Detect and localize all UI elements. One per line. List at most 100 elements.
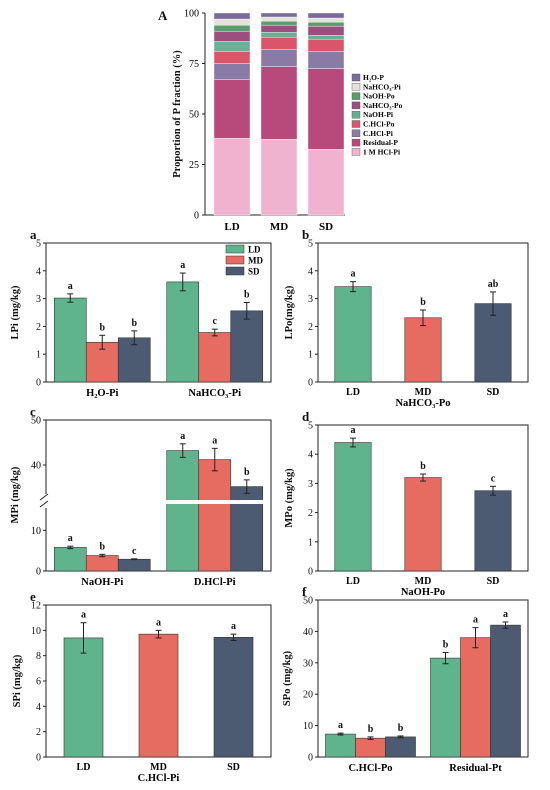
- panel-A-legend-swatch: [351, 83, 361, 91]
- panel-e-ytick-label: 6: [36, 677, 41, 688]
- panel-a-legend-swatch: [225, 255, 245, 265]
- panel-A-stack-segment: [307, 35, 345, 40]
- panel-c-significance-letter: c: [132, 546, 137, 557]
- panel-d-ytick-label: 5: [308, 421, 313, 432]
- panel-A-stack-segment: [260, 24, 298, 33]
- panel-e-significance-letter: a: [156, 617, 161, 628]
- panel-d: 0 1 2 3 4 5 MPo (mg/kg) d a LD b MD c SD NaOH-Po: [284, 409, 529, 598]
- panel-A-stack-segment: [260, 12, 298, 18]
- panel-A-legend-label: NaHCO₃-Po: [363, 101, 403, 110]
- panel-b-ytick-label: 1: [308, 350, 313, 361]
- panel-f-ytick-label: 50: [303, 596, 313, 607]
- panel-A-stack-segment: [213, 41, 251, 52]
- panel-a-significance-letter: b: [99, 322, 105, 333]
- panel-c-axis-break-band: [47, 500, 270, 504]
- panel-e-x-tick-label: MD: [150, 762, 167, 773]
- panel-d-x-axis-label: NaOH-Po: [401, 587, 445, 598]
- panel-f-ytick-label: 10: [303, 721, 313, 732]
- panel-A-legend-label: C.HCl-Po: [363, 120, 395, 129]
- panel-A-stack-segment: [260, 20, 298, 26]
- panel-A-stack-segment: [213, 24, 251, 32]
- panel-f-bar: [490, 624, 521, 758]
- panel-d-x-tick-label: MD: [415, 576, 432, 587]
- panel-a-bar: [198, 332, 232, 383]
- panel-e-x-axis-label: C.HCl-Pi: [138, 773, 180, 784]
- panel-A-stack-segment: [307, 149, 345, 216]
- panel-f-significance-letter: b: [443, 639, 449, 650]
- panel-c-significance-letter: a: [68, 533, 73, 544]
- panel-d-ytick-label: 4: [308, 450, 313, 461]
- panel-A-legend-swatch: [351, 120, 361, 128]
- panel-b-ytick-label: 5: [308, 239, 313, 250]
- panel-c-ytick-label: 40: [31, 461, 41, 472]
- panel-c-y-axis-label: MPi (mg/kg): [10, 466, 21, 523]
- panel-a-bar: [85, 341, 119, 383]
- panel-A-legend-label: NaOH-Pi: [363, 110, 393, 119]
- panel-A-legend-swatch: [351, 101, 361, 110]
- panel-d-y-axis-label: MPo (mg/kg): [284, 468, 295, 528]
- panel-e-bar: [138, 633, 179, 758]
- panel-A-y-axis-label: Proportion of P fraction (%): [172, 50, 183, 178]
- panel-c-bar: [230, 486, 264, 572]
- panel-f-ytick-label: 40: [303, 627, 313, 638]
- panel-f-bar: [430, 657, 461, 758]
- panel-A-stack-segment: [213, 12, 251, 20]
- panel-b-x-axis-label: NaHCO₃-Po: [395, 398, 450, 409]
- panel-c-axis-break-gap: [38, 494, 48, 508]
- panel-a-ytick-label: 4: [36, 266, 41, 277]
- panel-A-stack-segment: [260, 31, 298, 38]
- panel-e-panel-label: e: [30, 589, 36, 604]
- panel-b-y-axis-label: LPo(mg/kg): [284, 285, 295, 339]
- panel-A-x-tick-label: LD: [224, 221, 239, 233]
- panel-A-legend-label: C.HCl-Pi: [363, 129, 393, 138]
- panel-A-legend-swatch: [351, 148, 361, 156]
- panel-b-x-tick-label: LD: [346, 387, 360, 398]
- panel-b-ytick-label: 0: [308, 378, 313, 389]
- panel-A-stack-segment: [260, 37, 298, 50]
- panel-d-bar: [474, 490, 512, 572]
- panel-e-significance-letter: a: [81, 610, 86, 621]
- panel-A: 0 25 50 75 100 Proportion of P fraction (%) A L…: [158, 8, 403, 233]
- panel-c-ytick-label: 50: [31, 416, 41, 427]
- panel-A-legend-label: NaOH-Po: [363, 92, 395, 101]
- panel-a-legend-label: SD: [248, 267, 260, 277]
- panel-a-y-axis-label: LPi (mg/kg): [10, 285, 21, 339]
- panel-b-ytick-label: 2: [308, 322, 313, 333]
- panel-f-x-tick-label: C.HCl-Po: [348, 763, 392, 774]
- panel-e-significance-letter: a: [231, 621, 236, 632]
- panel-b-significance-letter: ab: [488, 279, 499, 290]
- panel-a-legend-label: MD: [248, 256, 263, 266]
- panel-d-ytick-label: 0: [308, 567, 313, 578]
- panel-A-stack-segment: [213, 138, 251, 216]
- panel-e-ytick-label: 8: [36, 651, 41, 662]
- panel-f-y-axis-label: SPo (mg/kg): [282, 650, 293, 706]
- panel-A-legend-swatch: [351, 73, 361, 82]
- panel-d-x-tick-label: LD: [346, 576, 360, 587]
- panel-a-bar: [166, 281, 200, 383]
- panel-f-bar: [355, 737, 386, 758]
- panel-A-ytick-label: 0: [194, 211, 199, 222]
- panel-c-panel-label: c: [30, 404, 36, 419]
- panel-A-stack-segment: [307, 21, 345, 27]
- panel-a-x-tick-label: NaHCO₃-Pi: [188, 388, 241, 399]
- panel-c-bar: [166, 450, 200, 572]
- panel-e-ytick-label: 10: [31, 626, 41, 637]
- panel-d-bar: [334, 442, 372, 572]
- panel-f-significance-letter: a: [503, 609, 508, 620]
- panel-A-legend-label: 1 M HCl-Pi: [363, 147, 400, 156]
- panel-a-bar: [230, 310, 264, 383]
- panel-b-panel-label: b: [302, 227, 309, 242]
- panel-A-stack-segment: [307, 39, 345, 52]
- panel-d-panel-label: d: [302, 409, 310, 424]
- panel-A-legend-label: NaHCO₃-Pi: [363, 82, 401, 91]
- panel-e-ytick-label: 0: [36, 753, 41, 764]
- panel-a-significance-letter: a: [68, 281, 73, 292]
- panel-A-stack-segment: [260, 139, 298, 216]
- panel-A-legend-swatch: [351, 129, 361, 138]
- panel-c-bar: [85, 555, 119, 572]
- panel-e-x-tick-label: LD: [77, 762, 91, 773]
- panel-c-ytick-label: 0: [36, 567, 41, 578]
- panel-A-panel-label: A: [158, 8, 168, 23]
- panel-c-bar: [198, 459, 232, 572]
- panel-c-x-tick-label: NaOH-Pi: [81, 577, 123, 588]
